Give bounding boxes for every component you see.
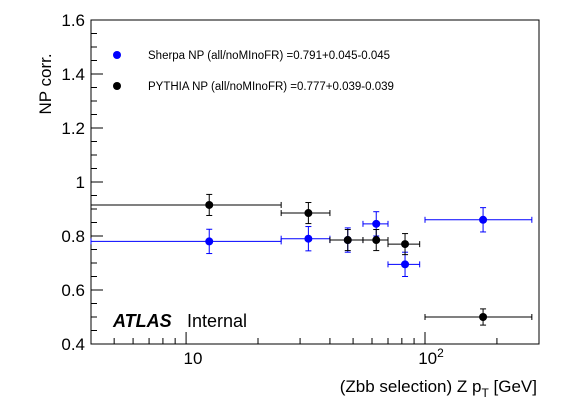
data-point xyxy=(372,219,381,228)
data-point xyxy=(304,234,313,243)
x-tick-label-100: 102 xyxy=(418,346,444,368)
data-point xyxy=(401,260,410,269)
y-tick-label: 1.4 xyxy=(61,65,85,84)
data-point xyxy=(479,215,488,224)
y-tick-label: 0.6 xyxy=(61,281,85,300)
data-point xyxy=(479,313,488,321)
legend-marker-sherpa xyxy=(113,51,121,59)
y-tick-label: 1 xyxy=(76,173,85,192)
x-tick-label-100-base: 10 xyxy=(418,349,437,368)
legend-label-pythia: PYTHIA NP (all/noMInoFR) =0.777+0.039-0.… xyxy=(148,81,394,93)
y-tick-label: 1.2 xyxy=(61,119,85,138)
x-axis-title-main: (Zbb selection) Z p xyxy=(340,377,482,396)
data-point xyxy=(343,236,352,245)
data-point xyxy=(205,237,214,246)
data-point xyxy=(304,209,313,218)
legend: Sherpa NP (all/noMInoFR) =0.791+0.045-0.… xyxy=(113,50,394,93)
x-axis-title-sub: T xyxy=(481,386,489,400)
data-point xyxy=(401,240,410,249)
x-axis-title: (Zbb selection) Z pT [GeV] xyxy=(340,377,537,400)
internal-label: Internal xyxy=(187,311,247,331)
data-point xyxy=(372,236,381,245)
series-0 xyxy=(90,207,533,277)
axis-ticks xyxy=(90,19,540,345)
data-point xyxy=(205,200,214,209)
y-tick-label: 0.8 xyxy=(61,227,85,246)
series-1 xyxy=(90,193,533,326)
y-tick-label: 1.6 xyxy=(61,11,85,30)
y-tick-labels: 0.4 0.6 0.8 1 1.2 1.4 1.6 xyxy=(61,11,85,354)
legend-marker-pythia xyxy=(113,82,121,90)
atlas-label: ATLAS xyxy=(112,311,172,331)
x-tick-label-10: 10 xyxy=(184,349,203,368)
series-layer xyxy=(90,193,533,326)
legend-label-sherpa: Sherpa NP (all/noMInoFR) =0.791+0.045-0.… xyxy=(148,50,390,62)
y-tick-label: 0.4 xyxy=(61,335,85,354)
x-tick-label-100-exp: 2 xyxy=(437,346,444,360)
x-axis-title-unit: [GeV] xyxy=(489,377,537,396)
y-axis-title: NP corr. xyxy=(36,53,55,114)
x-tick-labels: 10 102 xyxy=(184,346,445,368)
plot-frame xyxy=(90,19,540,345)
